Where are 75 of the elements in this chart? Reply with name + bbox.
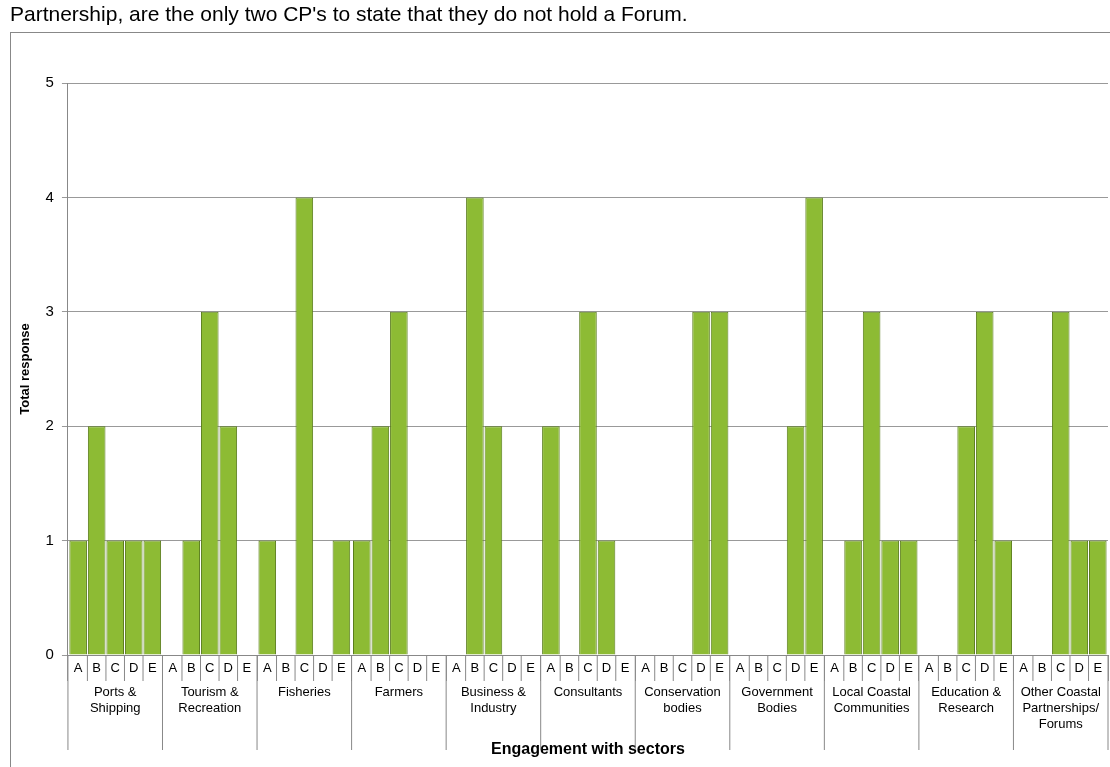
text: E xyxy=(809,659,819,675)
text: C xyxy=(1056,659,1066,675)
text: E xyxy=(998,659,1008,675)
text: B xyxy=(186,659,196,675)
text: D xyxy=(223,659,233,675)
y-axis-title: Total response xyxy=(17,323,33,415)
text: D xyxy=(790,659,801,675)
x-axis-title: Engagement with sectors xyxy=(491,739,685,757)
series-label: E xyxy=(147,659,157,675)
text: A xyxy=(735,659,745,675)
text: B xyxy=(848,659,858,675)
text: D xyxy=(885,659,895,675)
text: C xyxy=(488,659,499,675)
text: E xyxy=(1093,659,1103,675)
x-tick-label: Other Coastal Partnerships/ Forums xyxy=(1020,684,1101,731)
x-tick-label: Business & Industry xyxy=(460,684,527,715)
text: C xyxy=(772,659,782,675)
text: C xyxy=(205,659,215,675)
text: C xyxy=(394,659,404,675)
text: D xyxy=(507,659,517,675)
x-tick-label: Farmers xyxy=(374,684,424,700)
text: B xyxy=(470,659,480,675)
text: D xyxy=(980,659,990,675)
text: B xyxy=(659,659,669,675)
text: E xyxy=(904,659,914,675)
text: B xyxy=(754,659,763,675)
text: B xyxy=(376,659,385,675)
series-label: A xyxy=(73,659,83,675)
text: A xyxy=(830,659,839,675)
text: A xyxy=(1019,659,1028,675)
x-tick-label: Government Bodies xyxy=(741,684,814,715)
text: C xyxy=(866,659,877,675)
text: E xyxy=(526,659,535,675)
text: C xyxy=(299,659,310,675)
x-tick-label: Fisheries xyxy=(277,684,332,700)
text: D xyxy=(412,659,423,675)
text: C xyxy=(961,659,971,675)
x-tick-label: Consultants xyxy=(553,684,623,700)
series-label: B xyxy=(92,659,102,675)
text: C xyxy=(677,659,688,675)
x-tick-label: Local Coastal Communities xyxy=(832,684,912,715)
text: A xyxy=(641,659,650,675)
text: E xyxy=(242,659,252,675)
series-label: C xyxy=(110,659,120,675)
text: A xyxy=(168,659,178,675)
text: E xyxy=(337,659,346,675)
text: E xyxy=(620,659,630,675)
text: A xyxy=(357,659,367,675)
text: B xyxy=(281,659,291,675)
y-tick-label: 5 xyxy=(45,73,54,91)
text: B xyxy=(1037,659,1047,675)
text: D xyxy=(696,659,706,675)
text: C xyxy=(583,659,593,675)
text: D xyxy=(318,659,328,675)
y-tick-label: 2 xyxy=(45,416,54,434)
text: B xyxy=(565,659,574,675)
text: A xyxy=(924,659,934,675)
text: A xyxy=(546,659,556,675)
text: D xyxy=(601,659,612,675)
y-tick-label: 0 xyxy=(45,645,54,663)
text: E xyxy=(715,659,724,675)
y-tick-label: 1 xyxy=(45,530,54,548)
text: A xyxy=(452,659,461,675)
text: B xyxy=(943,659,952,675)
text: A xyxy=(262,659,272,675)
text: D xyxy=(1074,659,1084,675)
x-tick-label: Conservation bodies xyxy=(644,684,721,715)
x-tick-label: Tourism & Recreation xyxy=(178,684,242,715)
y-tick-label: 4 xyxy=(45,187,54,205)
series-label: D xyxy=(129,659,139,675)
x-tick-label: Education & Research xyxy=(931,684,1002,715)
x-tick-label: Ports & Shipping xyxy=(89,684,141,715)
text: E xyxy=(431,659,441,675)
text: Partnership, are the only two CP's to state that they do not hold a Forum. xyxy=(10,2,688,26)
y-tick-label: 3 xyxy=(45,301,54,319)
